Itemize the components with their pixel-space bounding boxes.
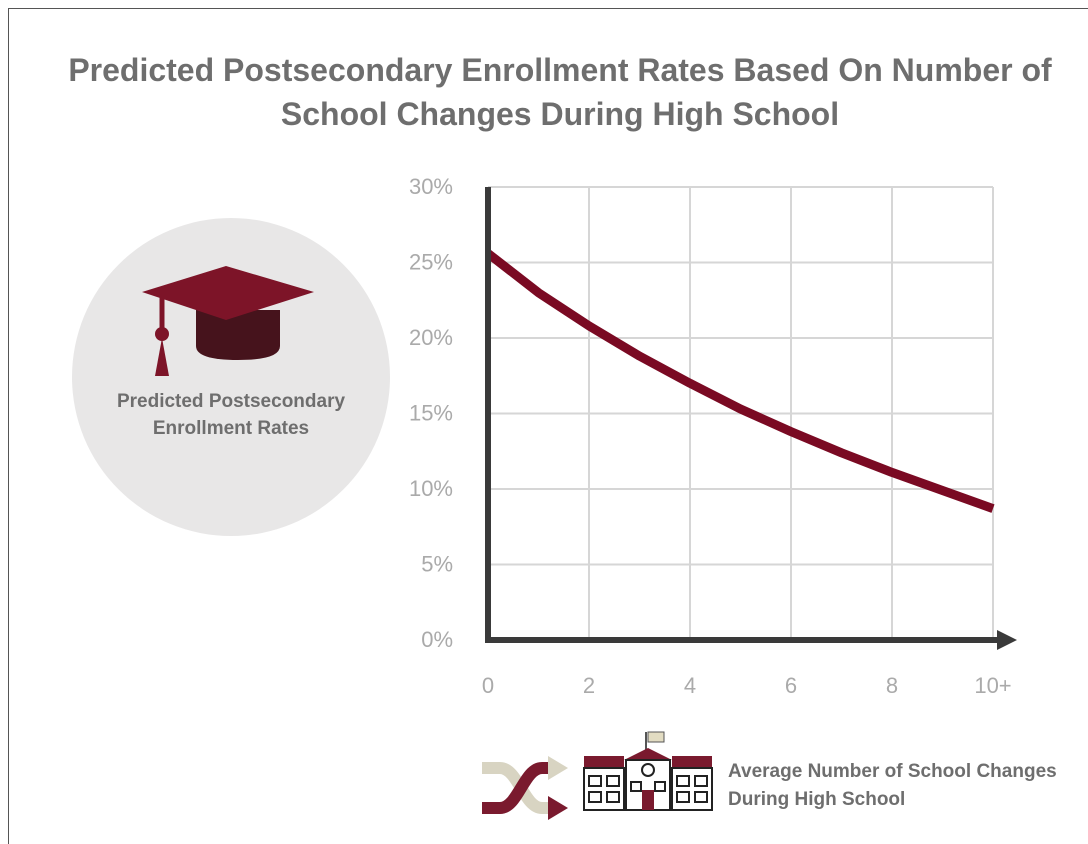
x-tick-label: 4: [684, 673, 696, 698]
series-line: [485, 249, 995, 513]
y-axis-label: Predicted Postsecondary Enrollment Rates: [116, 391, 346, 439]
x-tick-label: 0: [482, 673, 494, 698]
chart-title: Predicted Postsecondary Enrollment Rates…: [68, 52, 1052, 132]
y-tick-label: 5%: [421, 552, 453, 577]
x-axis-arrow: [997, 630, 1017, 650]
x-tick-label: 10+: [974, 673, 1011, 698]
y-tick-label: 0%: [421, 627, 453, 652]
x-axis-label: Average Number of School Changes During …: [728, 761, 1057, 810]
y-tick-label: 15%: [409, 401, 453, 426]
x-tick-label: 6: [785, 673, 797, 698]
x-tick-label: 2: [583, 673, 595, 698]
y-tick-label: 10%: [409, 476, 453, 501]
graduation-cap-icon: [142, 266, 314, 376]
figure-frame: [8, 8, 1088, 844]
y-tick-label: 30%: [409, 174, 453, 199]
school-building-icon: [583, 731, 713, 811]
y-tick-label: 25%: [409, 250, 453, 275]
y-tick-label: 20%: [409, 325, 453, 350]
shuffle-arrows-icon: [482, 756, 568, 820]
x-tick-label: 8: [886, 673, 898, 698]
